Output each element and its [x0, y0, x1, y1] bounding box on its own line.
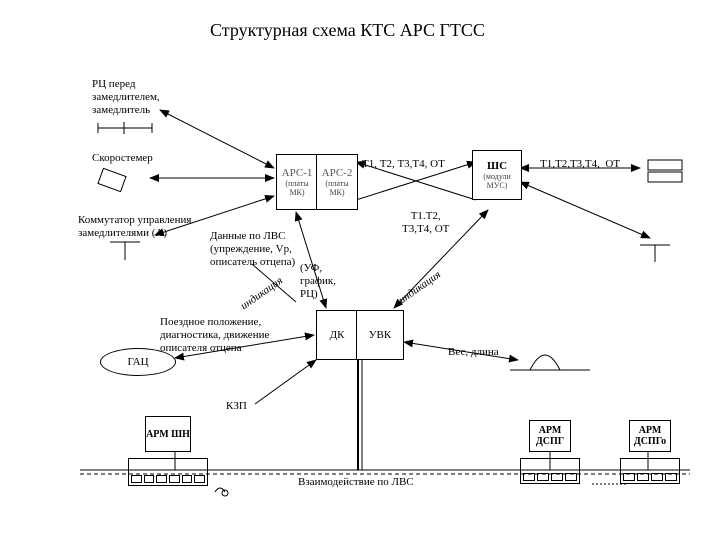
workstation-shn: АРМ ШН — [128, 416, 208, 486]
box-shs-title: ШС — [487, 160, 507, 172]
box-uvk: УВК — [356, 310, 404, 360]
box-dk-title: ДК — [330, 329, 345, 341]
label-indik1: индикация — [238, 275, 285, 314]
box-ars2-sub: (платы МК) — [317, 179, 357, 197]
workstation-dspg: АРМ ДСПГо — [620, 420, 680, 484]
label-interact: Взаимодействие по ЛВС — [298, 476, 414, 489]
box-shs: ШС (модули МУС) — [472, 150, 522, 200]
box-ars2: АРС-2 (платы МК) — [316, 154, 358, 210]
box-dk: ДК — [316, 310, 358, 360]
label-graph: (УФ, график, РЦ) — [300, 262, 336, 302]
box-shs-sub: (модули МУС) — [473, 172, 521, 190]
label-rc: РЦ перед замедлителем, замедлитель — [92, 78, 160, 118]
page-title: Структурная схема КТС АРС ГТСС — [210, 20, 485, 41]
label-t-left: Т1, Т2, Т3,Т4, ОТ — [362, 158, 445, 171]
node-gac: ГАЦ — [100, 348, 176, 376]
ws-shn-label: АРМ ШН — [146, 429, 190, 440]
label-indik2: индикация — [396, 269, 443, 308]
box-ars1-title: АРС-1 — [282, 167, 313, 179]
label-ves: Вес, длина — [448, 346, 499, 359]
ws-dspn-label: АРМ ДСПГ — [530, 425, 570, 447]
node-gac-label: ГАЦ — [127, 356, 148, 368]
box-ars2-title: АРС-2 — [322, 167, 353, 179]
label-lvs: Данные по ЛВС (упреждение, Vp, описатель… — [210, 230, 295, 270]
label-kzp: КЗП — [226, 400, 247, 413]
box-ars1-sub: (платы МК) — [277, 179, 317, 197]
label-train: Поездное положение, диагностика, движени… — [160, 316, 269, 356]
ws-dspg-label: АРМ ДСПГо — [630, 425, 670, 447]
box-uvk-title: УВК — [369, 329, 391, 341]
label-t-mid: Т1.Т2, Т3,Т4, ОТ — [402, 210, 449, 236]
label-t-right: Т1,Т2,Т3,Т4, ОТ — [540, 158, 620, 171]
label-commut: Коммутатор управления замедлителями (А) — [78, 214, 191, 240]
workstation-dspn: АРМ ДСПГ — [520, 420, 580, 484]
label-speed: Скоростемер — [92, 152, 153, 165]
box-ars1: АРС-1 (платы МК) — [276, 154, 318, 210]
